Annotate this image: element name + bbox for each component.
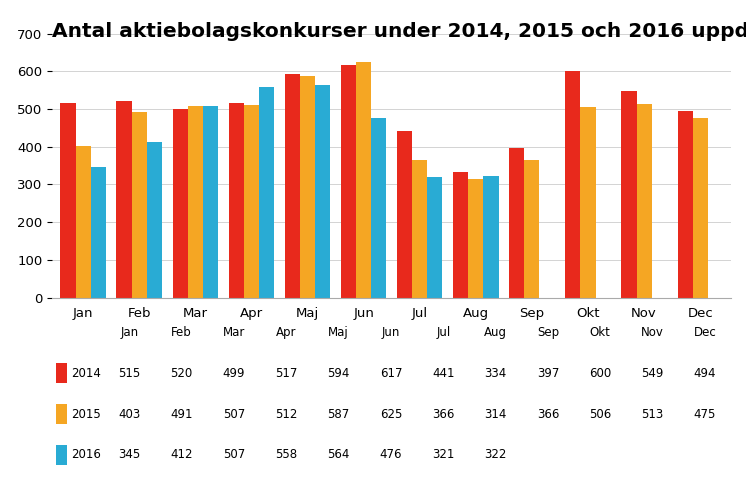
Bar xyxy=(60,103,75,298)
Bar xyxy=(188,107,203,298)
Text: 441: 441 xyxy=(432,367,454,380)
Bar xyxy=(356,62,372,298)
Text: Aug: Aug xyxy=(484,326,507,339)
Text: 549: 549 xyxy=(642,367,664,380)
Bar xyxy=(75,145,91,298)
Text: 494: 494 xyxy=(694,367,716,380)
Bar xyxy=(510,148,524,298)
Text: 558: 558 xyxy=(275,448,298,461)
Text: 587: 587 xyxy=(327,408,350,420)
Bar xyxy=(56,363,67,384)
Text: 507: 507 xyxy=(223,448,245,461)
Bar xyxy=(315,85,330,298)
Text: 345: 345 xyxy=(118,448,140,461)
Text: Jan: Jan xyxy=(120,326,138,339)
Bar xyxy=(483,176,498,298)
Bar xyxy=(372,118,386,298)
Text: Feb: Feb xyxy=(172,326,192,339)
Text: 507: 507 xyxy=(223,408,245,420)
Text: 617: 617 xyxy=(380,367,402,380)
Text: 475: 475 xyxy=(694,408,716,420)
Bar xyxy=(453,172,468,298)
Bar xyxy=(300,76,315,298)
Bar xyxy=(621,91,636,298)
Bar xyxy=(56,404,67,424)
Text: 366: 366 xyxy=(536,408,559,420)
Bar xyxy=(524,159,539,298)
Bar xyxy=(565,72,580,298)
Text: Antal aktiebolagskonkurser under 2014, 2015 och 2016 uppdelat per månad: Antal aktiebolagskonkurser under 2014, 2… xyxy=(52,19,746,41)
Bar xyxy=(285,73,300,298)
Text: 625: 625 xyxy=(380,408,402,420)
Bar xyxy=(580,107,595,298)
Text: 321: 321 xyxy=(432,448,454,461)
Bar xyxy=(397,131,412,298)
Bar xyxy=(427,177,442,298)
Text: 515: 515 xyxy=(118,367,140,380)
Text: 322: 322 xyxy=(484,448,507,461)
Text: 513: 513 xyxy=(642,408,664,420)
Text: 564: 564 xyxy=(327,448,350,461)
Bar xyxy=(229,103,244,298)
Bar xyxy=(244,105,259,298)
Text: 512: 512 xyxy=(275,408,298,420)
Bar xyxy=(259,87,274,298)
Text: Dec: Dec xyxy=(694,326,716,339)
Bar xyxy=(677,111,692,298)
Text: 600: 600 xyxy=(589,367,612,380)
Bar xyxy=(116,101,131,298)
Text: 366: 366 xyxy=(432,408,454,420)
Bar xyxy=(203,107,218,298)
Text: 476: 476 xyxy=(380,448,402,461)
Text: Apr: Apr xyxy=(276,326,297,339)
Bar xyxy=(692,119,708,298)
Text: Jul: Jul xyxy=(436,326,451,339)
Text: Okt: Okt xyxy=(590,326,611,339)
Text: 594: 594 xyxy=(327,367,350,380)
Text: 517: 517 xyxy=(275,367,298,380)
Text: 2015: 2015 xyxy=(72,408,101,420)
Text: Mar: Mar xyxy=(223,326,245,339)
Text: Maj: Maj xyxy=(328,326,349,339)
Bar xyxy=(131,112,147,298)
Text: 397: 397 xyxy=(536,367,559,380)
Text: 314: 314 xyxy=(484,408,507,420)
Text: 506: 506 xyxy=(589,408,612,420)
Text: 520: 520 xyxy=(171,367,192,380)
Bar xyxy=(147,142,162,298)
Text: 491: 491 xyxy=(170,408,193,420)
Bar xyxy=(56,444,67,465)
Text: 2014: 2014 xyxy=(72,367,101,380)
Text: 403: 403 xyxy=(118,408,140,420)
Bar xyxy=(468,179,483,298)
Bar xyxy=(412,159,427,298)
Text: 499: 499 xyxy=(223,367,245,380)
Text: Jun: Jun xyxy=(382,326,400,339)
Bar xyxy=(636,104,652,298)
Bar xyxy=(341,65,356,298)
Text: Nov: Nov xyxy=(641,326,664,339)
Bar xyxy=(172,109,188,298)
Text: Sep: Sep xyxy=(537,326,559,339)
Text: 2016: 2016 xyxy=(72,448,101,461)
Text: 412: 412 xyxy=(170,448,193,461)
Bar xyxy=(91,168,106,298)
Text: 334: 334 xyxy=(484,367,507,380)
